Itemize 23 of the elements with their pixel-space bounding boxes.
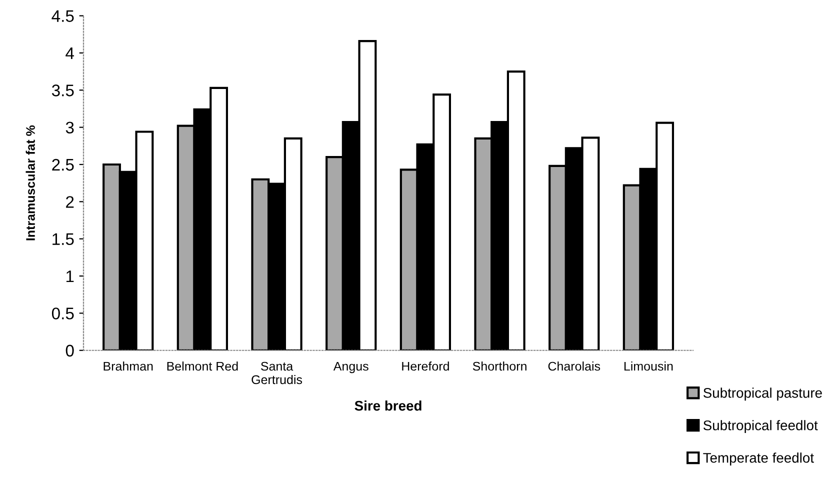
x-tick-label: Angus [333, 362, 368, 374]
y-tick-label: 4 [66, 48, 74, 59]
y-tick-label: 2 [66, 196, 74, 208]
y-axis-title: Intramuscular fat % [26, 125, 35, 240]
x-tick-label: Brahman [104, 361, 153, 371]
x-tick-label: Belmont Red [167, 361, 238, 371]
y-tick-label: 3.5 [52, 84, 74, 96]
y-tick-label: 1.5 [52, 233, 74, 246]
legend-label: Subtropical feedlot [703, 420, 818, 434]
y-tick-label: 2.5 [52, 158, 74, 171]
x-tick-label: Santa Gertrudis [252, 362, 302, 384]
x-axis-title: Sire breed [354, 400, 422, 411]
x-tick-label: Shorthorn [472, 361, 526, 371]
y-tick-label: 4.5 [52, 10, 74, 22]
x-tick-label: Charolais [548, 361, 600, 371]
y-tick-label: 0 [66, 344, 74, 357]
x-tick-label: Limousin [624, 361, 673, 371]
y-tick-label: 1 [66, 270, 74, 282]
y-tick-label: 3 [66, 122, 74, 134]
y-tick-label: 0.5 [52, 308, 74, 320]
legend-label: Subtropical pasture [703, 388, 822, 401]
legend-label: Temperate feedlot [703, 452, 814, 466]
x-tick-label: Hereford [402, 361, 449, 371]
